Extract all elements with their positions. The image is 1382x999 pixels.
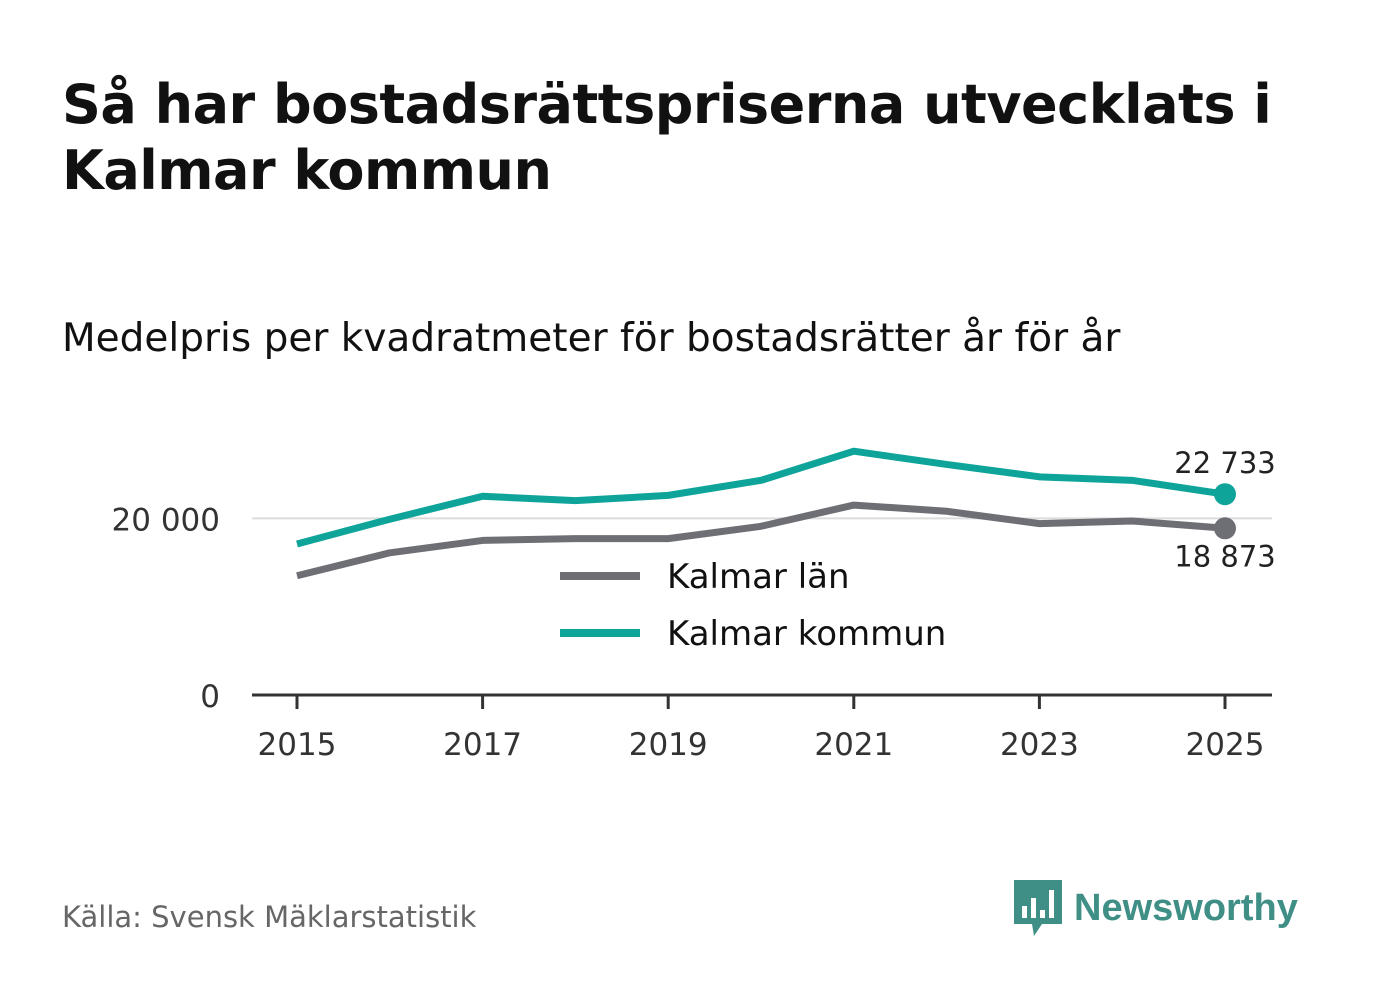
data-label: 18 873: [1174, 539, 1275, 573]
brand-name: Newsworthy: [1074, 886, 1298, 929]
y-tick-label: 0: [200, 679, 220, 715]
y-tick-label: 20 000: [112, 502, 220, 538]
newsworthy-brand[interactable]: Newsworthy: [1012, 878, 1298, 938]
legend-label: Kalmar kommun: [667, 614, 946, 654]
series-line-kalmar-län: [296, 501, 1226, 580]
x-tick-label: 2021: [814, 727, 893, 763]
series-end-marker: [1214, 517, 1236, 540]
chart-subtitle: Medelpris per kvadratmeter för bostadsrä…: [62, 316, 1121, 361]
legend-label: Kalmar län: [667, 557, 850, 597]
x-tick-label: 2017: [443, 727, 522, 763]
series-line-kalmar-kommun: [296, 447, 1226, 548]
x-tick-label: 2015: [258, 727, 337, 763]
x-tick-label: 2025: [1186, 727, 1265, 763]
newsworthy-logo-icon: [1014, 880, 1062, 936]
series-end-marker: [1214, 483, 1236, 506]
chart-title: Så har bostadsrättspriserna utvecklats i…: [62, 73, 1272, 202]
x-tick-label: 2019: [629, 727, 708, 763]
source-note: Källa: Svensk Mäklarstatistik: [62, 900, 477, 934]
data-label: 22 733: [1174, 446, 1275, 480]
x-tick-label: 2023: [1000, 727, 1079, 763]
